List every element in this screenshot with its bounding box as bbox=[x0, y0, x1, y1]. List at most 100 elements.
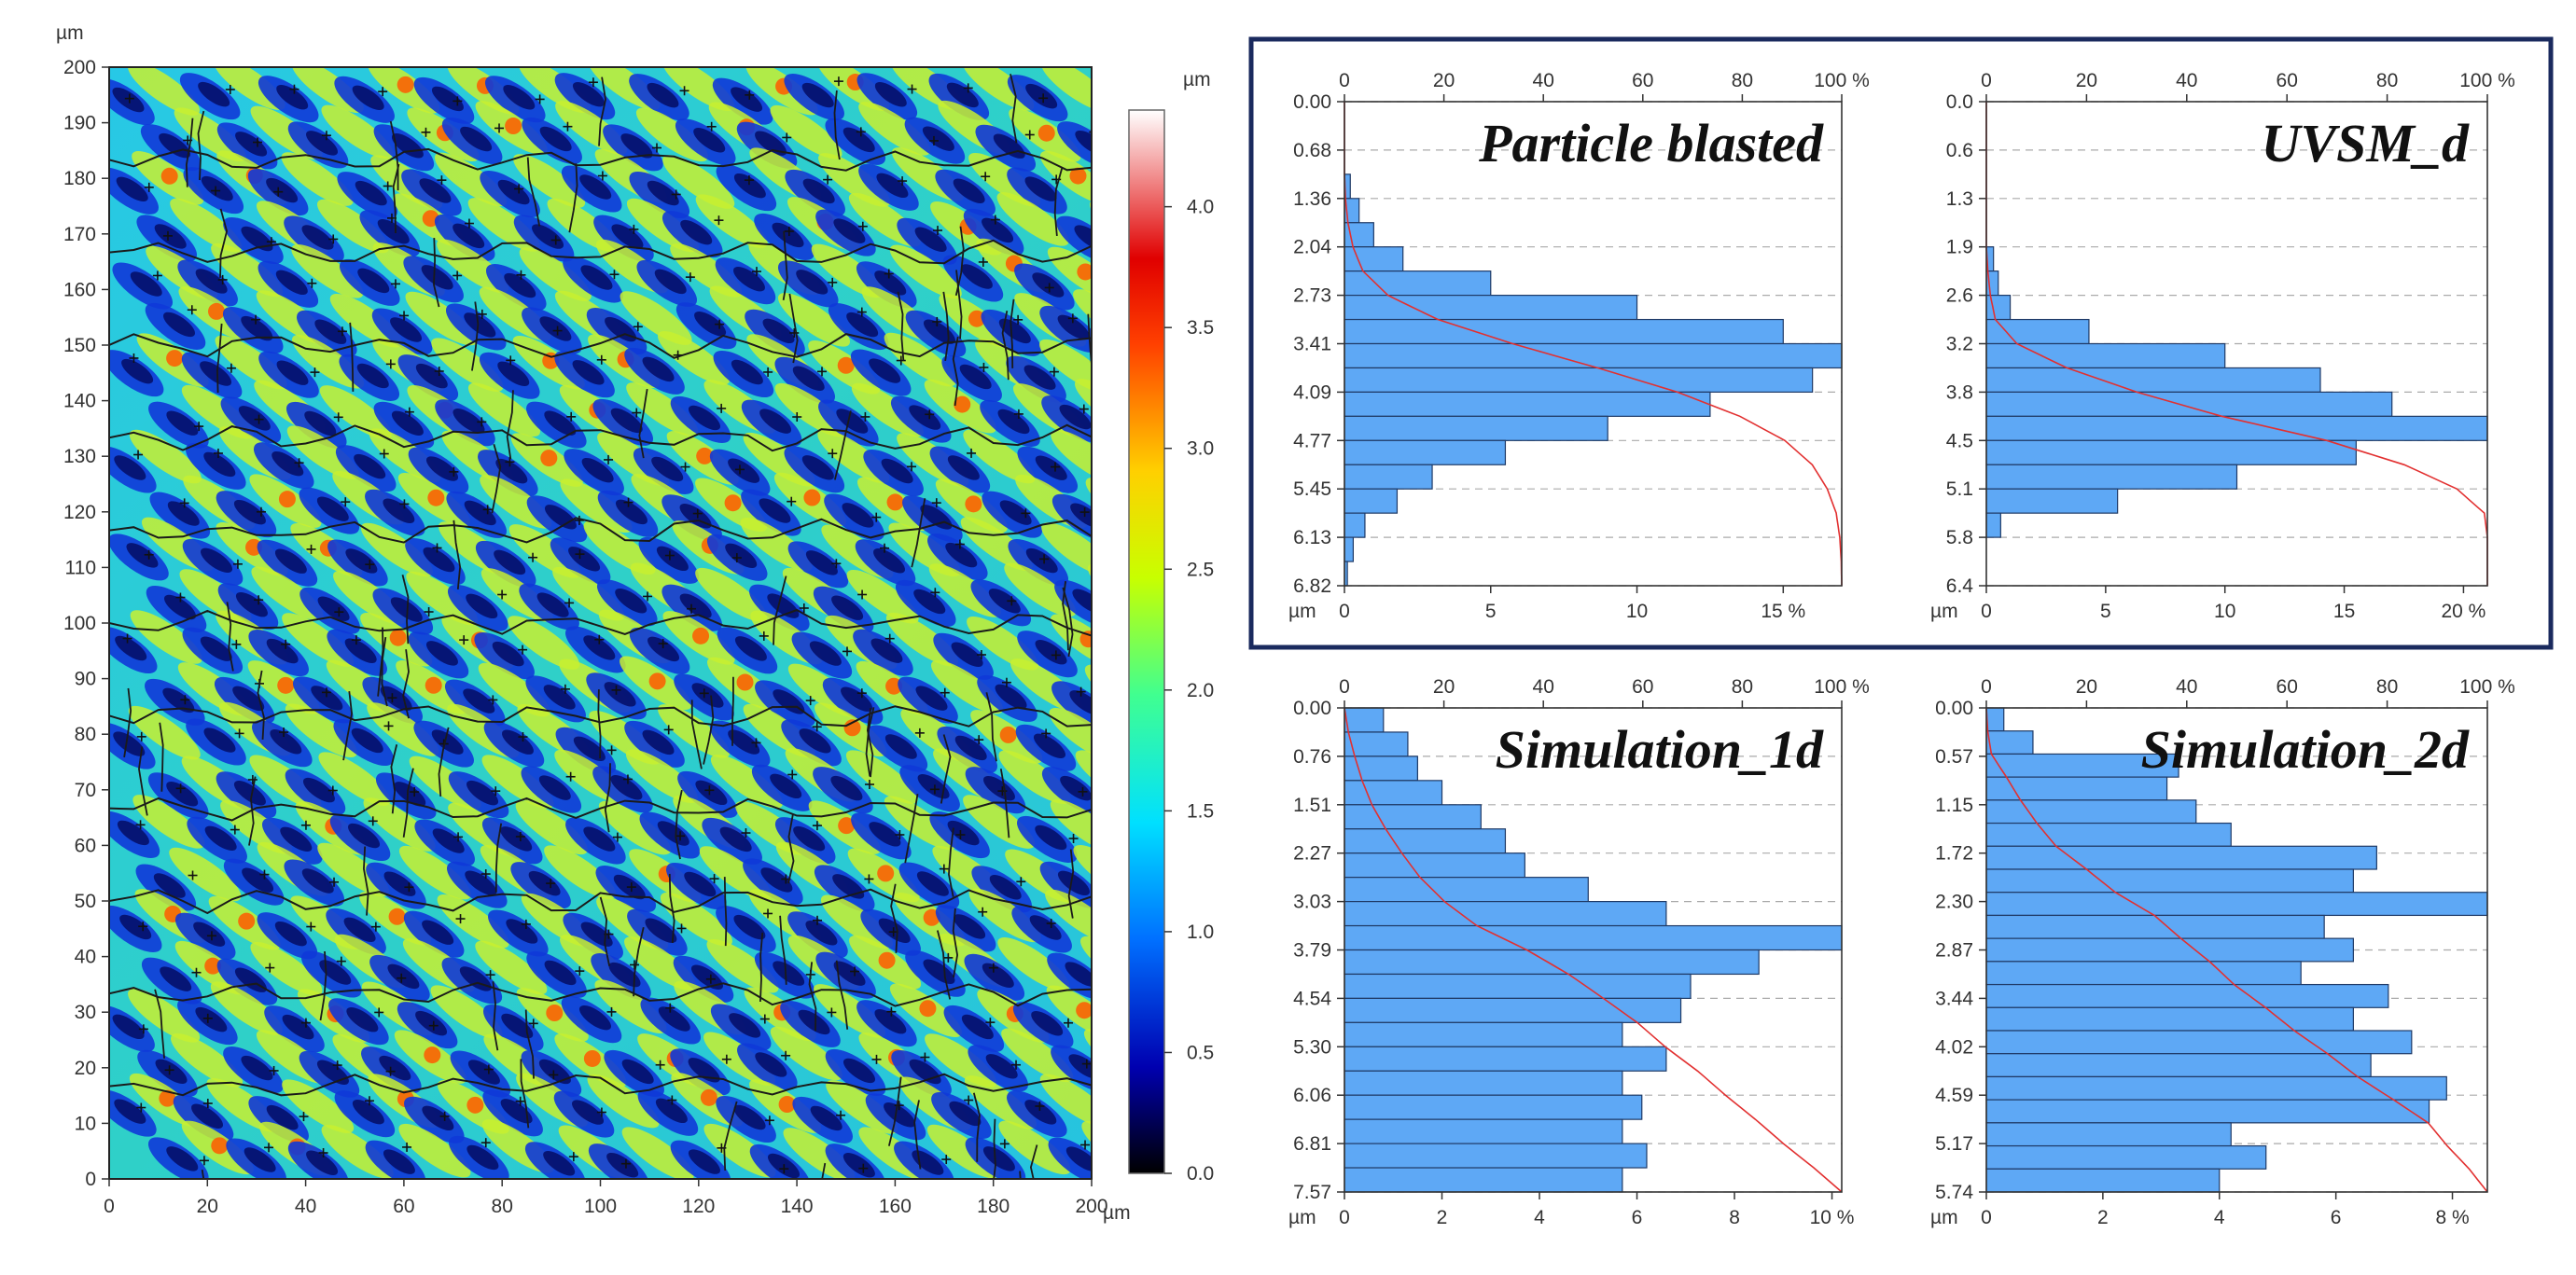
texture-valley-deep bbox=[831, 595, 864, 620]
height-map-texture bbox=[109, 67, 1092, 1179]
texture-valley-deep bbox=[1023, 365, 1056, 390]
texture-valley-deep bbox=[497, 361, 530, 386]
texture-valley-deep bbox=[266, 1104, 299, 1130]
texture-valley-deep bbox=[695, 780, 728, 806]
texture-peak bbox=[884, 796, 956, 851]
y-tick-label: 2.27 bbox=[1293, 843, 1331, 865]
texture-valley-deep bbox=[241, 1055, 273, 1081]
texture-peak bbox=[169, 847, 242, 902]
texture-valley-deep bbox=[272, 450, 304, 477]
y-tick-label: 6.4 bbox=[1946, 575, 1974, 597]
texture-valley-deep bbox=[163, 594, 197, 620]
texture-peak bbox=[888, 522, 961, 577]
texture-valley-deep bbox=[869, 822, 901, 847]
texture-valley-deep bbox=[915, 686, 948, 711]
x-tick-label: 8 % bbox=[2435, 1207, 2469, 1228]
x-tick-label: 160 bbox=[879, 1196, 912, 1217]
texture-valley-deep bbox=[733, 914, 766, 940]
texture-valley-deep bbox=[114, 1099, 146, 1124]
histogram-simulation-1d: 0.00 0.76 1.51 2.27 3.03 3.79 4.54 5.30 6.06 6.81… bbox=[1288, 676, 1870, 1228]
texture-peak bbox=[858, 102, 931, 156]
histogram-bar bbox=[1985, 318, 2090, 345]
texture-valley-deep bbox=[200, 636, 232, 661]
motif-boundary bbox=[865, 707, 875, 777]
texture-peak bbox=[515, 800, 588, 855]
motif-boundary bbox=[402, 649, 410, 719]
texture-peak bbox=[845, 750, 918, 804]
plot-frame bbox=[1985, 707, 2488, 1193]
texture-valley-deep bbox=[501, 1013, 534, 1039]
height-map-y-axis: 0 10 20 30 40 50 60 70 80 90 100 110 120 130 140 150 160… bbox=[63, 57, 109, 1190]
texture-valley-deep bbox=[874, 270, 907, 296]
texture-valley-deep bbox=[200, 361, 232, 386]
motif-boundary bbox=[993, 1118, 996, 1179]
texture-valley-deep bbox=[960, 264, 993, 289]
texture-valley-deep bbox=[344, 638, 377, 663]
y-tick-label: 5.45 bbox=[1293, 478, 1331, 500]
texture-peak bbox=[598, 800, 671, 855]
x-tick-label: 5 bbox=[2100, 601, 2111, 622]
histogram-bar bbox=[1985, 1144, 2267, 1170]
texture-valley-deep bbox=[583, 826, 616, 852]
texture-valley-deep bbox=[160, 966, 192, 991]
motif-boundary bbox=[109, 608, 1092, 637]
texture-valley-deep bbox=[544, 410, 577, 436]
histogram-bar bbox=[1985, 822, 2232, 847]
histogram-bar bbox=[1985, 439, 2357, 465]
texture-peak bbox=[285, 703, 357, 757]
histogram-bar bbox=[1985, 1075, 2447, 1101]
texture-peak bbox=[170, 198, 243, 253]
texture-valley-deep bbox=[500, 826, 533, 852]
texture-valley-deep bbox=[688, 405, 721, 431]
texture-valley-deep bbox=[802, 178, 835, 204]
texture-peak bbox=[695, 567, 768, 622]
histogram-bar bbox=[1344, 318, 1784, 345]
color-scale-gradient bbox=[1128, 109, 1165, 1174]
histogram-particle-blasted: 0.00 0.68 1.36 2.04 2.73 3.41 4.09 4.77 5.45 6.13… bbox=[1288, 70, 1870, 622]
histogram-bar bbox=[1344, 1118, 1623, 1144]
texture-peak bbox=[626, 382, 699, 437]
motif-boundary bbox=[109, 981, 1092, 1007]
histogram-bar bbox=[1985, 937, 2354, 963]
texture-peak bbox=[251, 566, 324, 620]
x-tick-label: 6 bbox=[1632, 1207, 1643, 1228]
height-map-x-unit: µm bbox=[1103, 1202, 1131, 1224]
texture-valley-deep bbox=[306, 1150, 339, 1175]
texture-valley-deep bbox=[1068, 1054, 1092, 1079]
texture-valley-deep bbox=[244, 1147, 276, 1172]
texture-valley-deep bbox=[881, 458, 913, 484]
texture-valley-deep bbox=[1059, 404, 1092, 430]
y-tick-label: 140 bbox=[63, 391, 96, 412]
texture-valley-deep bbox=[346, 1007, 379, 1032]
texture-hotspot bbox=[159, 1089, 176, 1107]
texture-peak bbox=[996, 192, 1069, 246]
histogram-bar bbox=[1344, 295, 1638, 321]
y-tick-label: 4.09 bbox=[1293, 381, 1331, 403]
texture-peak bbox=[281, 152, 354, 206]
top-tick-label: 60 bbox=[1632, 70, 1653, 91]
top-tick-label: 20 bbox=[1433, 676, 1455, 698]
y-tick-label: 5.74 bbox=[1935, 1182, 1973, 1203]
texture-valley-deep bbox=[993, 133, 1025, 159]
texture-valley-deep bbox=[1069, 690, 1092, 715]
x-tick-label: 20 bbox=[197, 1196, 218, 1217]
motif-boundary bbox=[779, 915, 787, 985]
texture-valley-deep bbox=[884, 1102, 916, 1128]
texture-valley-deep bbox=[759, 409, 792, 434]
texture-valley-deep bbox=[233, 499, 266, 525]
texture-peak bbox=[660, 892, 732, 947]
y-tick-label: 5.1 bbox=[1946, 478, 1973, 500]
histogram-bar bbox=[1344, 997, 1682, 1023]
texture-valley-deep bbox=[759, 498, 791, 523]
texture-valley-deep bbox=[423, 547, 455, 573]
texture-valley-deep bbox=[688, 1058, 720, 1083]
motif-boundary bbox=[936, 930, 952, 1000]
top-tick-label: 0 bbox=[1339, 676, 1350, 698]
motif-boundary bbox=[948, 827, 954, 897]
motif-boundary bbox=[402, 768, 414, 838]
texture-peak bbox=[519, 247, 592, 301]
texture-valley-deep bbox=[573, 736, 606, 762]
motif-boundary bbox=[985, 692, 997, 762]
texture-valley-deep bbox=[954, 735, 987, 761]
motif-boundary bbox=[109, 333, 1092, 359]
